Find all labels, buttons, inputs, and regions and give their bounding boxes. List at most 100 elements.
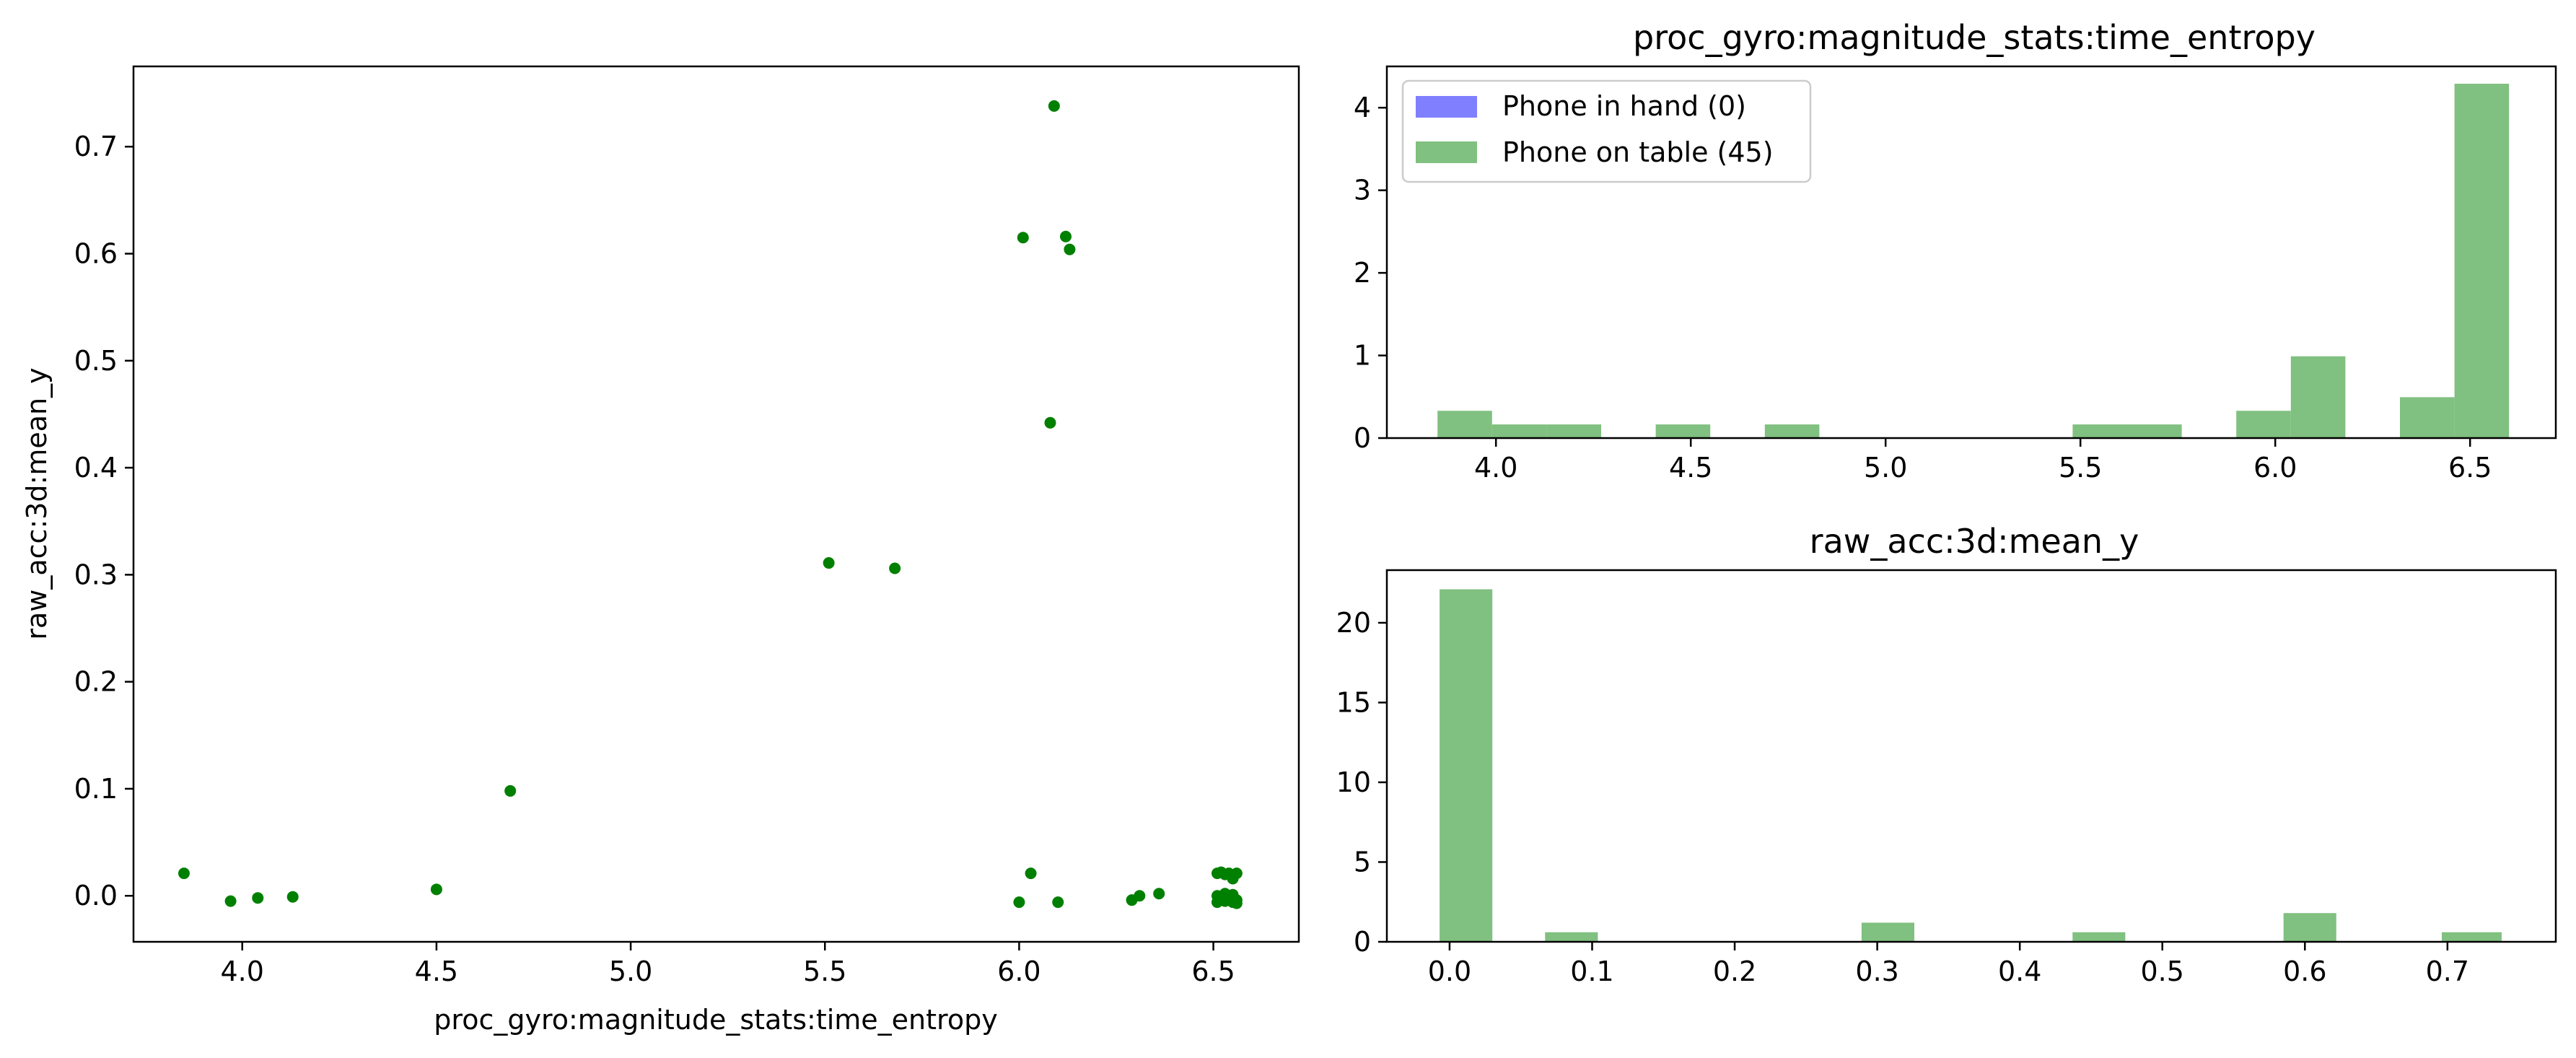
- scatter-point: [1227, 873, 1239, 885]
- entropy-histogram-bar: [1764, 424, 1820, 438]
- mean-y-histogram-panel: raw_acc:3d:mean_y 0.0 0.1 0.2 0.3 0.4 0.5 0.6 0…: [1336, 522, 2557, 987]
- entropy-histogram-x-tick-label: 6.0: [2253, 452, 2297, 484]
- scatter-point: [286, 891, 299, 903]
- scatter-y-tick-label: 0.5: [74, 345, 118, 377]
- mean-y-histogram-bar: [1545, 932, 1598, 942]
- mean-y-histogram-x-tick-label: 0.0: [1428, 956, 1471, 987]
- mean-y-histogram-title: raw_acc:3d:mean_y: [1810, 522, 2139, 561]
- mean-y-histogram-bar: [1861, 922, 1914, 942]
- entropy-histogram-x-ticks: 4.0 4.5 5.0 5.5 6.0 6.5: [1474, 438, 2492, 484]
- scatter-point: [1017, 232, 1029, 244]
- mean-y-histogram-x-tick-label: 0.4: [1998, 956, 2041, 987]
- scatter-x-tick-label: 4.5: [415, 956, 458, 987]
- scatter-point: [252, 892, 264, 904]
- scatter-point: [1134, 890, 1146, 902]
- mean-y-histogram-y-ticks: 0 5 10 15 20: [1336, 607, 1387, 958]
- mean-y-histogram-bar: [2072, 932, 2126, 942]
- scatter-y-tick-label: 0.2: [74, 666, 118, 698]
- scatter-point: [823, 557, 835, 569]
- mean-y-histogram-bar: [1440, 589, 1493, 942]
- scatter-x-tick-label: 4.0: [221, 956, 264, 987]
- scatter-point: [1153, 888, 1165, 900]
- entropy-histogram-y-tick-label: 2: [1354, 257, 1371, 289]
- mean-y-histogram-frame: [1385, 569, 2557, 943]
- entropy-histogram-bar: [1437, 411, 1492, 438]
- scatter-y-ticks: 0.0 0.1 0.2 0.3 0.4 0.5 0.6 0.7: [74, 131, 133, 911]
- entropy-histogram-x-tick-label: 6.5: [2448, 452, 2492, 484]
- scatter-y-axis-label: raw_acc:3d:mean_y: [21, 367, 53, 639]
- scatter-point: [1044, 416, 1056, 429]
- entropy-histogram-y-tick-label: 1: [1354, 340, 1371, 372]
- legend-box: [1401, 79, 1812, 183]
- scatter-x-axis-label: proc_gyro:magnitude_stats:time_entropy: [434, 1004, 997, 1036]
- scatter-point: [889, 562, 901, 574]
- mean-y-histogram-x-tick-label: 0.1: [1570, 956, 1613, 987]
- scatter-point: [1230, 897, 1243, 909]
- scatter-point: [1048, 100, 1060, 112]
- entropy-histogram-y-ticks: 0 1 2 3 4: [1354, 92, 1387, 454]
- scatter-y-tick-label: 0.7: [74, 131, 118, 162]
- mean-y-histogram-bar: [2283, 913, 2336, 942]
- entropy-histogram-bar: [1546, 424, 1601, 438]
- mean-y-histogram-y-tick-label: 0: [1354, 926, 1371, 958]
- scatter-point: [1060, 230, 1072, 242]
- entropy-histogram-bar: [2072, 424, 2127, 438]
- entropy-histogram-title: proc_gyro:magnitude_stats:time_entropy: [1633, 18, 2316, 57]
- scatter-y-tick-label: 0.4: [74, 452, 118, 484]
- scatter-x-ticks: 4.0 4.5 5.0 5.5 6.0 6.5: [221, 942, 1235, 987]
- entropy-histogram-bar: [2127, 424, 2182, 438]
- scatter-panel: 4.0 4.5 5.0 5.5 6.0 6.5 0.0 0.1 0.2 0.3 0.4 0.5 0.6…: [21, 65, 1300, 1036]
- mean-y-histogram-y-tick-label: 10: [1336, 766, 1371, 798]
- mean-y-histogram-y-tick-label: 15: [1336, 686, 1371, 718]
- entropy-histogram-y-tick-label: 3: [1354, 175, 1371, 206]
- entropy-histogram-bar: [2400, 397, 2455, 438]
- mean-y-histogram-y-tick-label: 5: [1354, 846, 1371, 878]
- scatter-point: [224, 895, 237, 907]
- entropy-histogram-x-tick-label: 5.5: [2059, 452, 2102, 484]
- entropy-histogram-x-tick-label: 4.5: [1669, 452, 1712, 484]
- mean-y-histogram-y-tick-label: 20: [1336, 607, 1371, 639]
- scatter-y-tick-label: 0.6: [74, 238, 118, 270]
- entropy-histogram-bar: [2454, 84, 2510, 439]
- entropy-histogram-bar: [1491, 424, 1547, 438]
- legend-swatch-phone-in-hand: [1416, 96, 1477, 118]
- scatter-plot-area: [178, 100, 1243, 909]
- mean-y-histogram-x-tick-label: 0.5: [2141, 956, 2184, 987]
- scatter-point: [178, 867, 190, 880]
- legend-label-phone-on-table: Phone on table (45): [1502, 136, 1774, 168]
- mean-y-histogram-x-tick-label: 0.3: [1855, 956, 1898, 987]
- legend-label-phone-in-hand: Phone in hand (0): [1502, 90, 1746, 122]
- mean-y-histogram-x-tick-label: 0.7: [2426, 956, 2469, 987]
- mean-y-histogram-x-tick-label: 0.6: [2283, 956, 2326, 987]
- scatter-y-tick-label: 0.1: [74, 773, 118, 805]
- mean-y-histogram-bars: [1440, 589, 2502, 942]
- mean-y-histogram-bar: [2441, 932, 2502, 942]
- scatter-y-tick-label: 0.0: [74, 880, 118, 911]
- scatter-x-tick-label: 6.5: [1191, 956, 1235, 987]
- entropy-histogram-panel: proc_gyro:magnitude_stats:time_entropy 4…: [1354, 18, 2557, 484]
- entropy-histogram-y-tick-label: 4: [1354, 92, 1371, 123]
- entropy-histogram-bar: [2236, 411, 2291, 438]
- scatter-x-tick-label: 5.0: [609, 956, 652, 987]
- entropy-histogram-bar: [2290, 356, 2346, 438]
- entropy-histogram-bars: [1437, 84, 2510, 439]
- scatter-x-tick-label: 6.0: [997, 956, 1041, 987]
- scatter-axes-frame: [132, 65, 1300, 943]
- scatter-point: [1025, 867, 1037, 880]
- entropy-histogram-bar: [1655, 424, 1711, 438]
- entropy-histogram-x-tick-label: 4.0: [1474, 452, 1517, 484]
- scatter-y-tick-label: 0.3: [74, 559, 118, 590]
- entropy-histogram-frame: [1385, 65, 2557, 440]
- scatter-point: [1064, 243, 1076, 255]
- scatter-point: [504, 784, 517, 797]
- scatter-point: [1052, 896, 1064, 909]
- mean-y-histogram-x-tick-label: 0.2: [1713, 956, 1756, 987]
- scatter-point: [1013, 896, 1025, 909]
- entropy-histogram-x-tick-label: 5.0: [1864, 452, 1907, 484]
- entropy-histogram-y-tick-label: 0: [1354, 422, 1371, 454]
- legend-swatch-phone-on-table: [1416, 141, 1477, 163]
- scatter-x-tick-label: 5.5: [803, 956, 846, 987]
- scatter-point: [430, 883, 442, 896]
- legend: Phone in hand (0) Phone on table (45): [1401, 79, 1812, 183]
